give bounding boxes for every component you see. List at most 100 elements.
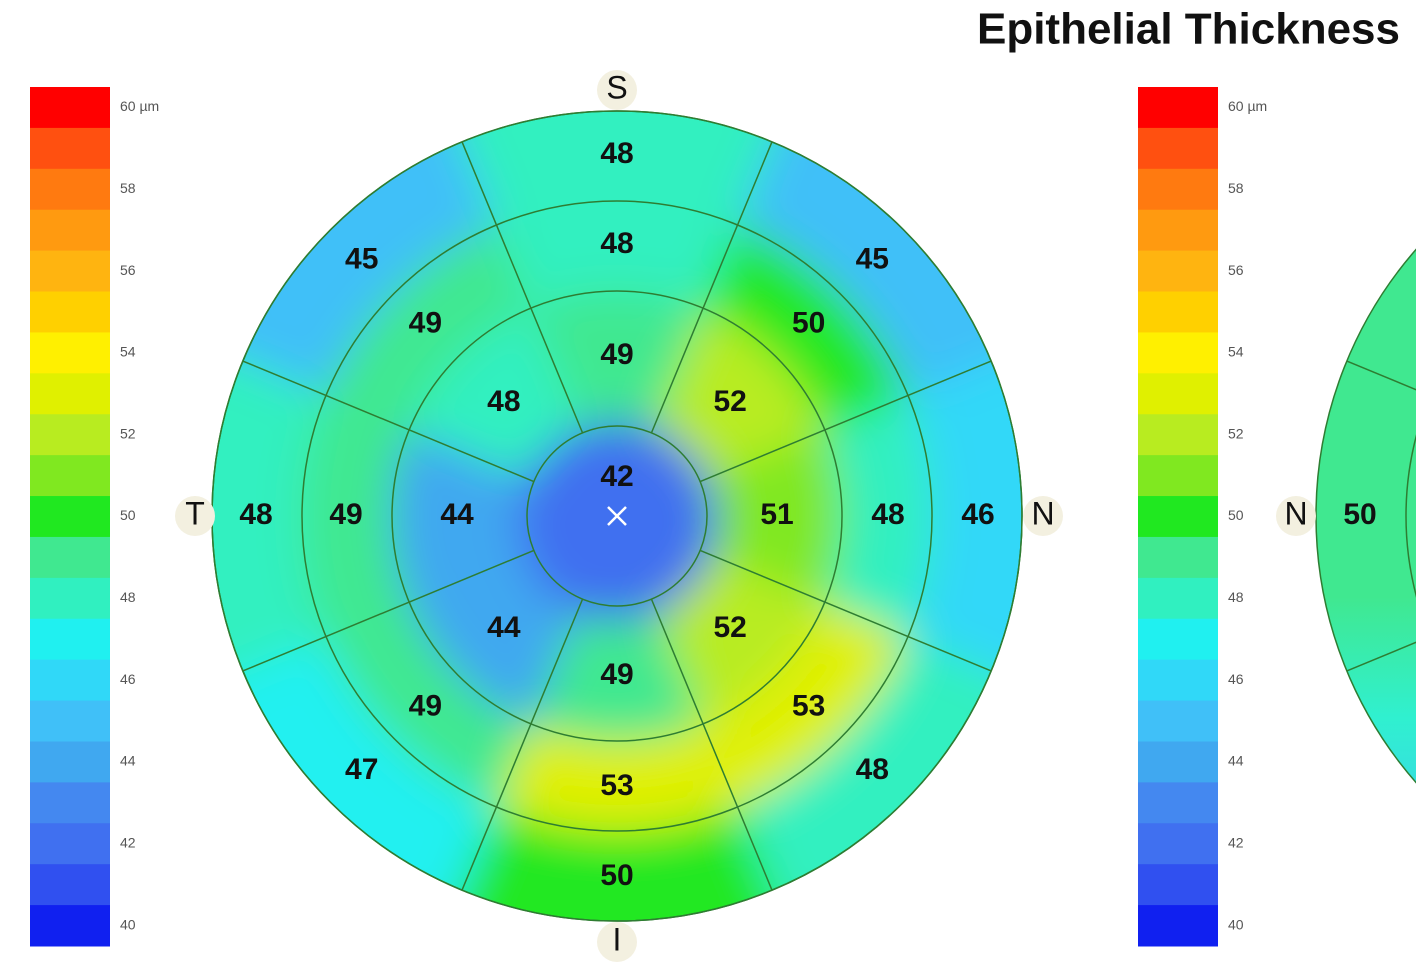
color-band <box>30 455 110 497</box>
sector-fill <box>737 636 1022 921</box>
color-band <box>1138 332 1218 374</box>
sector-value: 44 <box>440 498 474 531</box>
color-band <box>30 87 110 129</box>
sector-line <box>242 360 535 483</box>
color-band <box>30 577 110 620</box>
thickness-field <box>212 111 1022 921</box>
direction-badge <box>1276 496 1316 536</box>
thickness-blur <box>212 111 1022 921</box>
color-band <box>30 209 110 252</box>
color-band <box>30 168 110 211</box>
sector-fill <box>212 111 497 396</box>
sector-fill <box>409 308 583 482</box>
sector-value: 48 <box>600 137 633 170</box>
sector-fill <box>440 807 794 921</box>
sector-fill <box>651 308 825 482</box>
sector-fill <box>530 599 704 741</box>
direction-badge <box>597 922 637 962</box>
direction-badge <box>597 70 637 110</box>
sector-line <box>1346 641 1416 672</box>
color-band <box>1138 618 1218 661</box>
sector-value: 53 <box>792 690 825 723</box>
scale-tick-label: 56 <box>1228 262 1244 278</box>
ring <box>526 425 708 607</box>
sector-fill <box>302 395 410 637</box>
color-band <box>1138 496 1218 538</box>
color-band <box>30 127 110 170</box>
sector-value: 49 <box>600 658 633 691</box>
sector-value: 50 <box>792 306 825 339</box>
scale-tick-label: 54 <box>120 344 136 360</box>
color-band <box>1138 577 1218 620</box>
scale-tick-label: 48 <box>1228 589 1244 605</box>
scale-tick-label: 54 <box>1228 344 1244 360</box>
center-value: 42 <box>600 460 633 493</box>
direction-badge <box>175 496 215 536</box>
scale-tick-label: 42 <box>1228 834 1244 850</box>
sector-value: 52 <box>713 611 746 644</box>
color-band <box>30 741 110 783</box>
scale-tick-label: 40 <box>120 916 136 932</box>
sector-fill <box>212 636 497 921</box>
sector-line <box>461 598 584 891</box>
sector-fill <box>496 201 738 309</box>
color-band <box>30 905 110 947</box>
direction-label: S <box>606 69 627 105</box>
color-band <box>1138 536 1218 579</box>
color-band <box>1138 414 1218 456</box>
sector-fill <box>496 723 738 831</box>
sector-fill <box>703 224 909 430</box>
sector-line <box>699 360 992 483</box>
sector-value: 48 <box>487 385 520 418</box>
direction-label: I <box>613 921 622 957</box>
color-band <box>1138 905 1218 947</box>
color-band <box>1138 659 1218 702</box>
color-band <box>1138 455 1218 497</box>
color-band <box>30 782 110 824</box>
color-band <box>30 618 110 661</box>
sector-line <box>1346 360 1416 391</box>
scale-tick-label: 60 µm <box>120 98 159 114</box>
color-band <box>30 496 110 538</box>
color-band <box>30 823 110 865</box>
ring <box>391 290 843 742</box>
color-band <box>30 864 110 906</box>
sector-fill <box>700 429 842 603</box>
direction-label: N <box>1031 495 1054 531</box>
sector-value: 50 <box>1343 498 1376 531</box>
sector-fill <box>737 111 1022 396</box>
color-band <box>1138 700 1218 742</box>
color-band <box>1138 782 1218 824</box>
color-band <box>30 536 110 579</box>
color-band <box>1138 209 1218 252</box>
sector-fill <box>325 224 531 430</box>
color-band <box>30 332 110 374</box>
scale-tick-label: 40 <box>1228 916 1244 932</box>
sector-fill <box>703 602 909 808</box>
sector-value: 44 <box>487 611 521 644</box>
sector-fill <box>651 550 825 724</box>
scale-tick-label: 48 <box>120 589 136 605</box>
sector-value: 49 <box>329 498 362 531</box>
color-band <box>1138 373 1218 415</box>
color-band <box>1138 864 1218 906</box>
color-band <box>30 250 110 293</box>
color-band <box>1138 250 1218 293</box>
scale-tick-label: 50 <box>1228 507 1244 523</box>
color-band <box>30 373 110 415</box>
center-mark <box>607 506 627 526</box>
sector-value: 52 <box>713 385 746 418</box>
sector-value: 45 <box>856 243 889 276</box>
sector-value: 48 <box>239 498 272 531</box>
sector-value: 48 <box>600 227 633 260</box>
left-map: 60 µm 58 56 54 52 50 48 46 44 42 40 49 52 51 52 49 44 44 4… <box>30 69 1063 962</box>
scale-tick-label: 56 <box>120 262 136 278</box>
sector-value: 51 <box>760 498 793 531</box>
sector-value: 45 <box>345 243 378 276</box>
right-map: 60 µm 58 56 54 52 50 48 46 44 42 40 N 50 <box>1138 87 1416 947</box>
scale-tick-label: 44 <box>120 753 136 769</box>
color-band <box>1138 87 1218 129</box>
sector-line <box>461 141 584 434</box>
direction-label: N <box>1284 495 1307 531</box>
